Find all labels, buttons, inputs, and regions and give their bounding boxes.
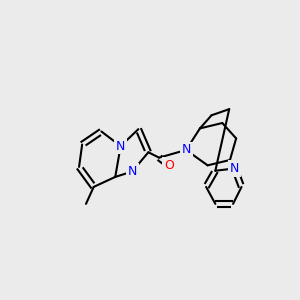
Text: N: N (182, 143, 191, 157)
Text: N: N (230, 162, 239, 175)
Text: N: N (128, 165, 137, 178)
Text: O: O (164, 159, 174, 172)
Text: N: N (116, 140, 125, 153)
